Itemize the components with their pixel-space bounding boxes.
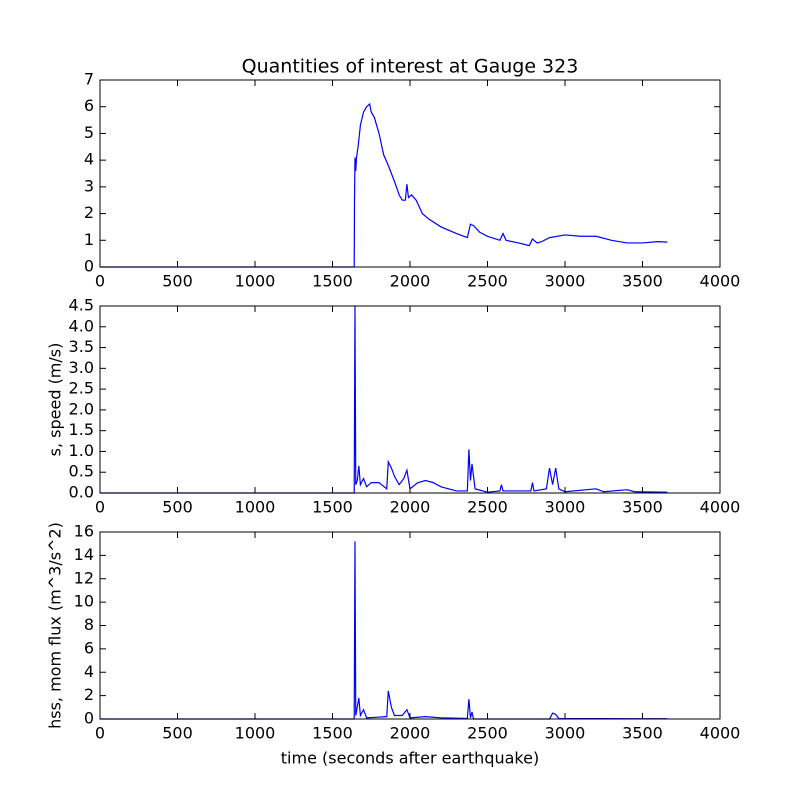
y-tick-label: 1.0 — [69, 441, 94, 460]
y-tick-label: 4 — [84, 662, 94, 681]
x-tick-label: 3500 — [622, 272, 663, 291]
y-tick-label: 0 — [84, 709, 94, 728]
y-axis-label: s, speed (m/s) — [46, 343, 65, 457]
y-tick-label: 7 — [84, 70, 94, 89]
x-tick-label: 500 — [162, 272, 193, 291]
x-tick-label: 4000 — [700, 724, 741, 743]
y-tick-label: 14 — [74, 545, 94, 564]
plot-area — [100, 306, 720, 493]
x-tick-label: 0 — [95, 272, 105, 291]
x-tick-label: 3500 — [622, 724, 663, 743]
y-tick-label: 2.5 — [69, 379, 94, 398]
y-tick-label: 6 — [84, 96, 94, 115]
y-tick-label: 6 — [84, 638, 94, 657]
plot-area — [100, 532, 720, 719]
y-tick-label: 16 — [74, 522, 94, 541]
x-tick-label: 1500 — [312, 724, 353, 743]
y-tick-label: 5 — [84, 123, 94, 142]
y-tick-label: 1 — [84, 230, 94, 249]
x-tick-label: 4000 — [700, 272, 741, 291]
x-tick-label: 2500 — [467, 724, 508, 743]
x-tick-label: 3500 — [622, 498, 663, 517]
y-tick-label: 4.5 — [69, 296, 94, 315]
x-tick-label: 2500 — [467, 272, 508, 291]
x-tick-label: 4000 — [700, 498, 741, 517]
data-line — [100, 305, 668, 494]
y-tick-label: 0 — [84, 257, 94, 276]
y-tick-label: 2 — [84, 203, 94, 222]
x-tick-label: 1500 — [312, 272, 353, 291]
y-tick-label: 2.0 — [69, 399, 94, 418]
x-tick-label: 500 — [162, 724, 193, 743]
x-tick-label: 3000 — [545, 272, 586, 291]
y-tick-label: 3 — [84, 176, 94, 195]
y-tick-label: 3.0 — [69, 358, 94, 377]
y-tick-label: 4 — [84, 150, 94, 169]
x-tick-label: 0 — [95, 724, 105, 743]
x-tick-label: 2500 — [467, 498, 508, 517]
y-tick-label: 4.0 — [69, 316, 94, 335]
x-tick-label: 1000 — [235, 724, 276, 743]
x-tick-label: 3000 — [545, 724, 586, 743]
x-tick-label: 0 — [95, 498, 105, 517]
y-tick-label: 0.5 — [69, 462, 94, 481]
y-tick-label: 12 — [74, 568, 94, 587]
x-tick-label: 1000 — [235, 498, 276, 517]
y-tick-label: 8 — [84, 615, 94, 634]
y-tick-label: 3.5 — [69, 337, 94, 356]
chart-title: Quantities of interest at Gauge 323 — [242, 56, 579, 78]
data-line — [100, 102, 668, 268]
x-tick-label: 3000 — [545, 498, 586, 517]
x-axis-label: time (seconds after earthquake) — [281, 749, 539, 768]
x-tick-label: 1500 — [312, 498, 353, 517]
y-tick-label: 2 — [84, 685, 94, 704]
plot-area — [100, 80, 720, 267]
y-tick-label: 1.5 — [69, 420, 94, 439]
x-tick-label: 1000 — [235, 272, 276, 291]
y-axis-label: hss, mom flux (m^3/s^2) — [46, 522, 65, 729]
x-tick-label: 2000 — [390, 272, 431, 291]
y-tick-label: 10 — [74, 592, 94, 611]
y-tick-label: 0.0 — [69, 483, 94, 502]
x-tick-label: 500 — [162, 498, 193, 517]
x-tick-label: 2000 — [390, 724, 431, 743]
x-tick-label: 2000 — [390, 498, 431, 517]
